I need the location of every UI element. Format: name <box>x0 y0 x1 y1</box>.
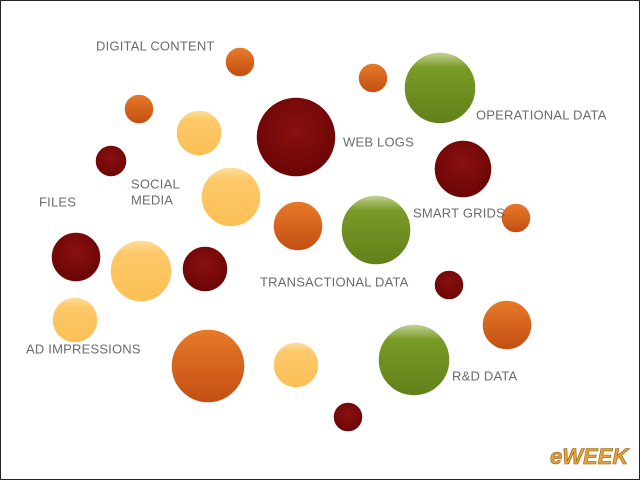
label: R&D DATA <box>452 368 518 383</box>
label: WEB LOGS <box>343 134 414 149</box>
bubble <box>340 194 412 266</box>
logo: eWEEK <box>550 444 630 469</box>
bubble <box>175 109 223 157</box>
bubble <box>357 62 389 94</box>
bubble <box>51 296 99 344</box>
bubble <box>123 93 155 125</box>
label: AD IMPRESSIONS <box>26 341 141 356</box>
labels: DIGITAL CONTENT OPERATIONAL DATA WEB LOG… <box>26 38 607 383</box>
bubble <box>109 239 173 303</box>
bubble <box>481 299 533 351</box>
bubble <box>255 96 337 178</box>
label: MEDIA <box>131 192 173 207</box>
label: OPERATIONAL DATA <box>476 107 607 122</box>
bubble <box>50 231 102 283</box>
bubble <box>272 341 320 389</box>
bubble <box>272 200 324 252</box>
bubble <box>181 245 229 293</box>
bubble <box>200 166 262 228</box>
label: SOCIAL <box>131 176 180 191</box>
bubble <box>403 51 477 125</box>
bubble <box>170 328 246 404</box>
bubble <box>224 46 256 78</box>
label: FILES <box>39 194 76 209</box>
label: TRANSACTIONAL DATA <box>260 274 409 289</box>
bubbles <box>50 46 533 433</box>
bubble <box>94 144 128 178</box>
label: SMART GRIDS <box>413 205 505 220</box>
bubble <box>377 323 451 397</box>
bubble <box>500 202 532 234</box>
bubble <box>433 269 465 301</box>
label: DIGITAL CONTENT <box>96 38 215 53</box>
bubble <box>332 401 364 433</box>
bubble <box>433 139 493 199</box>
